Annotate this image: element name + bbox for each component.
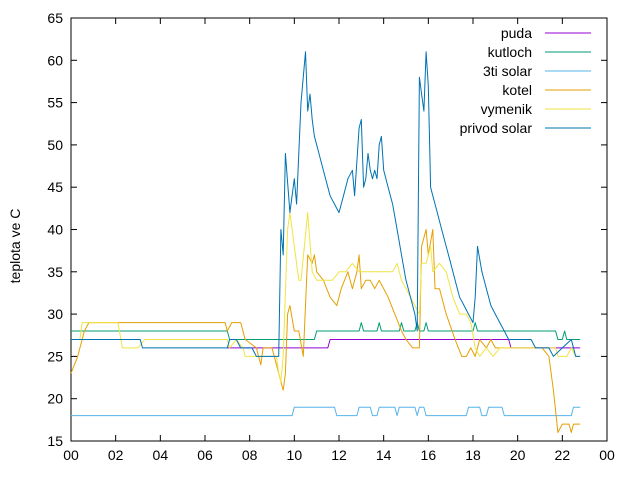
legend-label: privod solar <box>460 120 533 136</box>
x-tick-label: 04 <box>153 447 169 463</box>
x-tick-label: 02 <box>108 447 124 463</box>
legend-label: kutloch <box>488 44 532 60</box>
y-tick-label: 60 <box>47 52 63 68</box>
legend: puda kutloch 3ti solar kotel vymenik privod s… <box>460 25 591 136</box>
y-tick-label: 20 <box>47 391 63 407</box>
legend-label: puda <box>501 25 532 41</box>
y-tick-label: 45 <box>47 179 63 195</box>
x-tick-label: 20 <box>510 447 526 463</box>
x-tick-label: 16 <box>421 447 437 463</box>
series-line-vymenik <box>71 212 581 383</box>
y-axis-label: teplota ve C <box>7 209 23 284</box>
x-tick-label: 00 <box>599 447 615 463</box>
y-tick-label: 25 <box>47 348 63 364</box>
x-tick-label: 12 <box>331 447 347 463</box>
x-tick-label: 08 <box>242 447 258 463</box>
y-tick-label: 50 <box>47 137 63 153</box>
legend-label: 3ti solar <box>483 63 532 79</box>
x-tick-label: 06 <box>197 447 213 463</box>
x-tick-label: 00 <box>63 447 79 463</box>
x-tick-label: 22 <box>555 447 571 463</box>
x-tick-label: 18 <box>465 447 481 463</box>
x-tick-label: 14 <box>376 447 392 463</box>
legend-label: kotel <box>502 82 532 98</box>
series-line-privod-solar <box>71 51 581 357</box>
series-line-kotel <box>70 229 581 433</box>
x-axis-ticks: 00 02 04 06 08 10 12 14 16 18 20 22 00 <box>63 18 615 463</box>
y-tick-label: 30 <box>47 306 63 322</box>
y-axis-ticks: 15 20 25 30 35 40 45 50 55 60 65 <box>47 10 607 449</box>
y-tick-label: 15 <box>47 433 63 449</box>
y-tick-label: 35 <box>47 264 63 280</box>
y-tick-label: 40 <box>47 222 63 238</box>
x-tick-label: 10 <box>287 447 303 463</box>
series-line-puda <box>227 339 581 349</box>
y-tick-label: 55 <box>47 95 63 111</box>
series-line-3ti-solar <box>71 406 581 417</box>
legend-label: vymenik <box>481 101 533 117</box>
series-lines <box>70 51 581 433</box>
y-tick-label: 65 <box>47 10 63 26</box>
